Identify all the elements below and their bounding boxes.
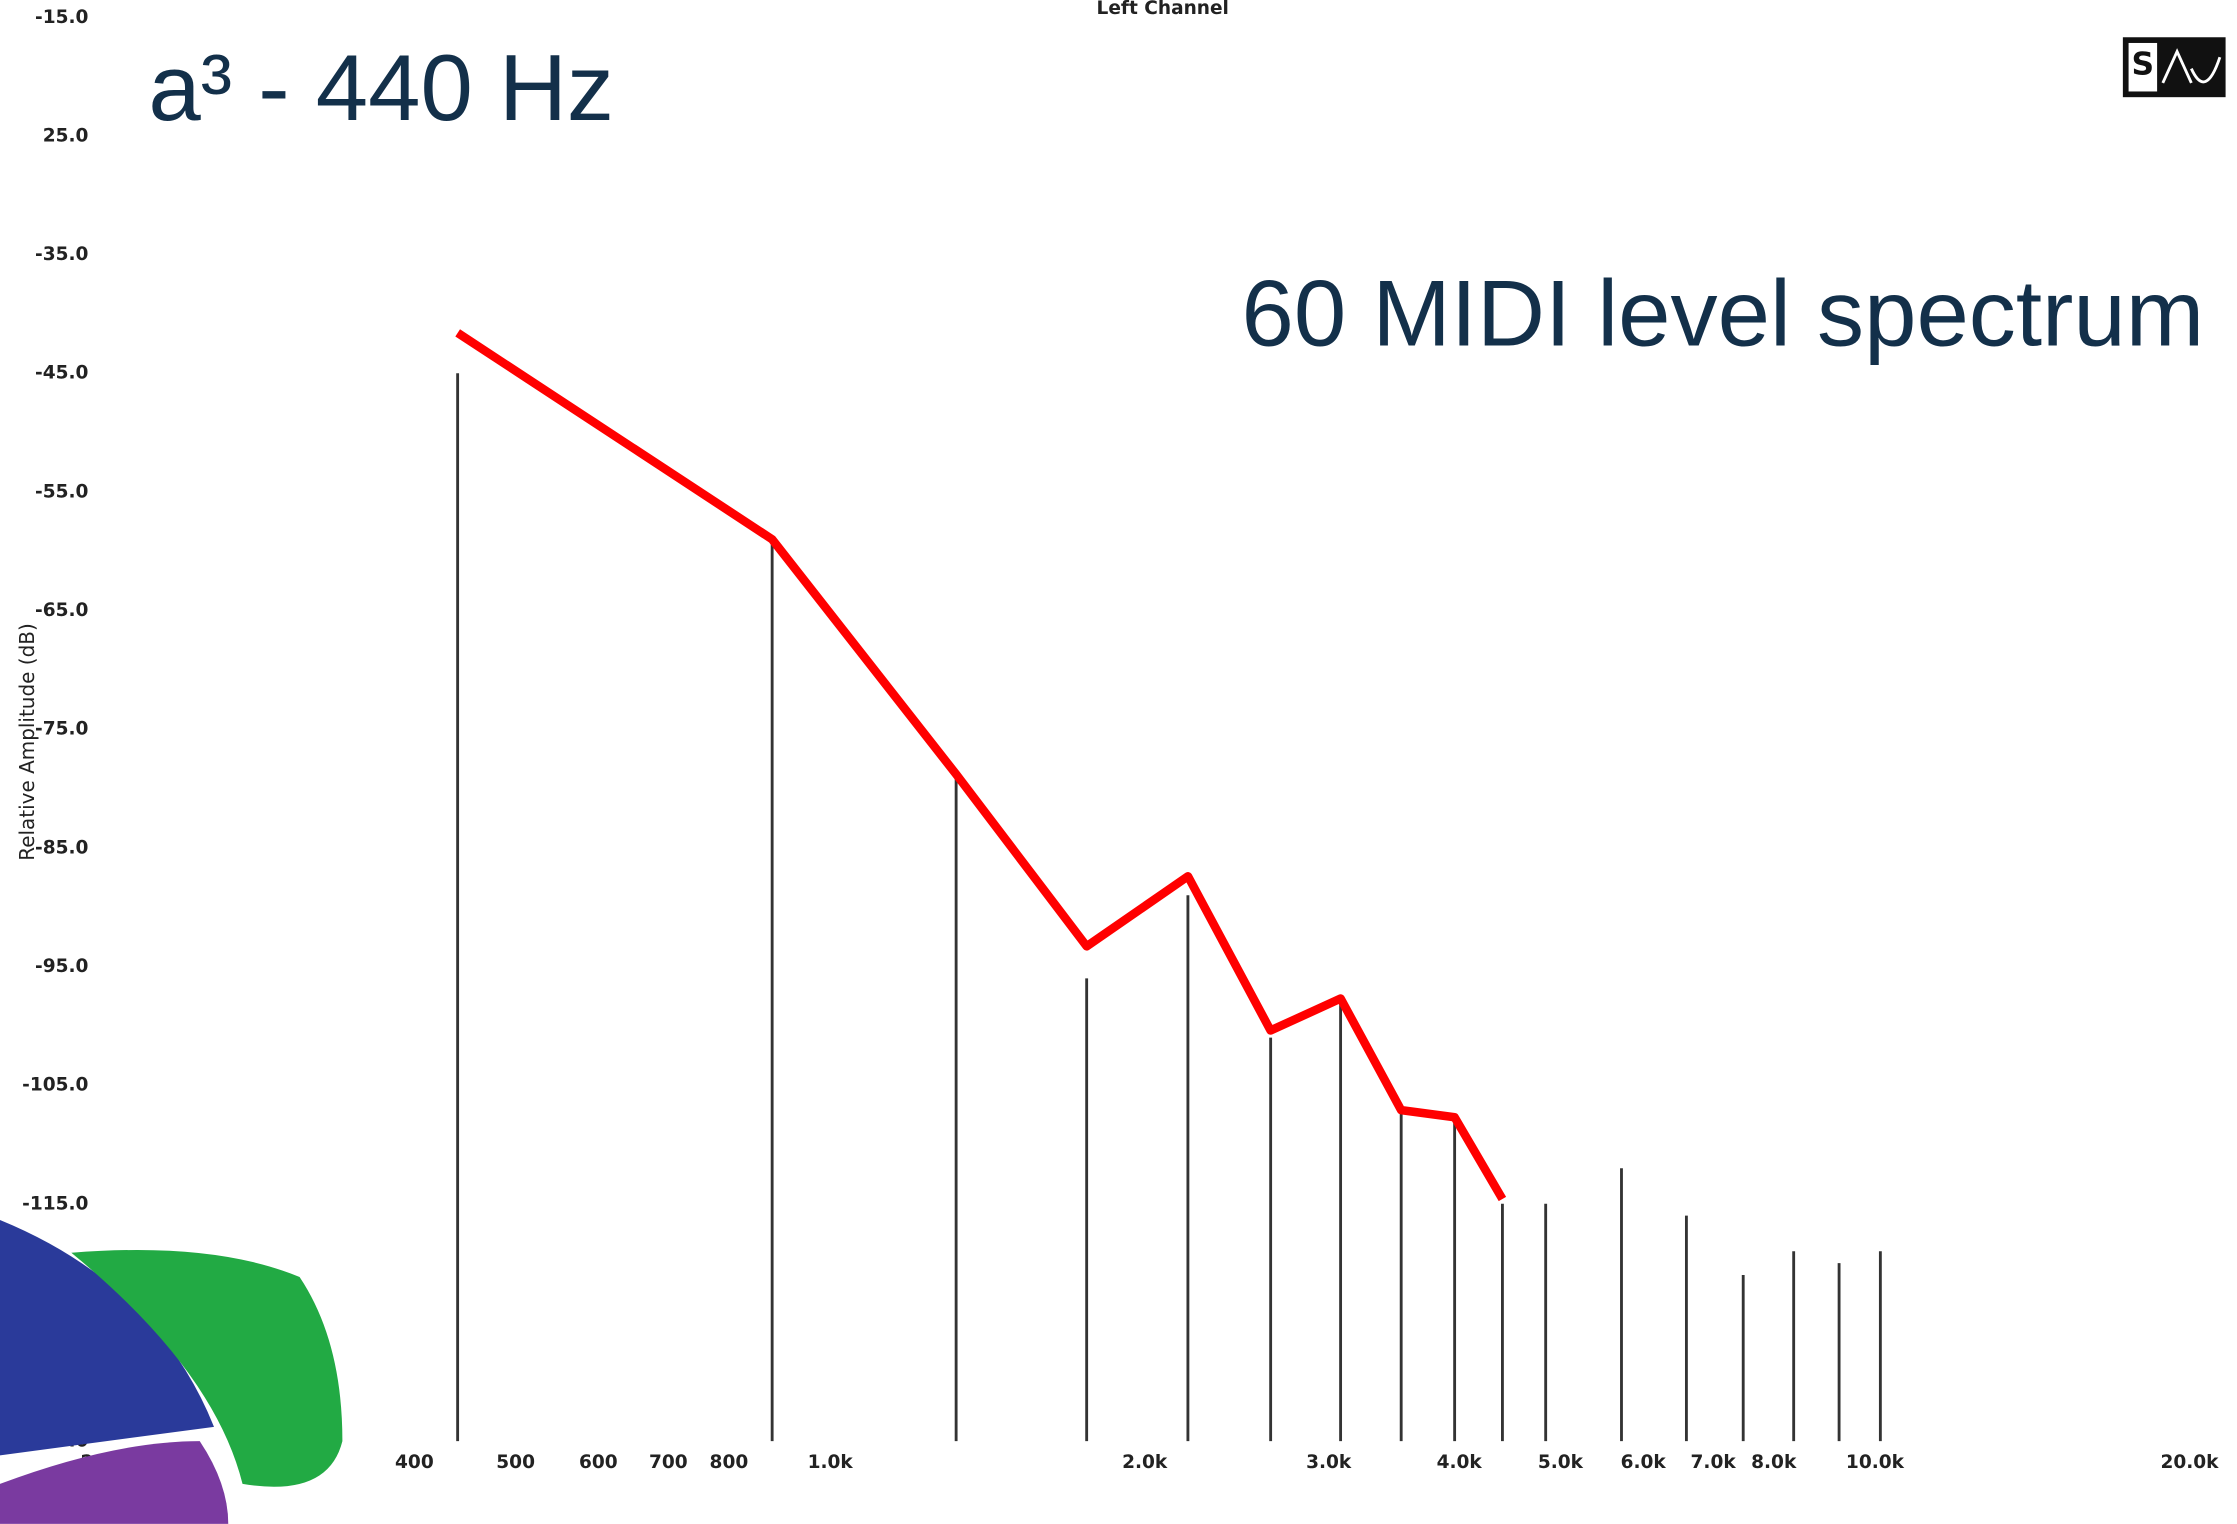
y-tick-label: 25.0 (43, 125, 89, 146)
x-tick-label: 3.0k (1306, 1452, 1352, 1473)
x-tick-label: 7.0k (1691, 1452, 1737, 1473)
y-tick-label: -65.0 (35, 600, 88, 621)
y-tick-label: -55.0 (35, 481, 88, 502)
y-tick-label: -105.0 (22, 1075, 88, 1096)
logo-purple (0, 1441, 229, 1524)
logo-green (71, 1250, 343, 1487)
brand-logo: S (2122, 37, 2226, 98)
y-tick-label: -75.0 (35, 719, 88, 740)
chart-title: Left Channel (1097, 0, 1229, 19)
envelope-line (455, 329, 1507, 1202)
x-tick-label: 400 (395, 1452, 434, 1473)
logo-blue (0, 1219, 214, 1456)
x-tick-label: 6.0k (1621, 1452, 1667, 1473)
y-axis-label: Relative Amplitude (dB) (15, 623, 39, 861)
x-tick-label: 1.0k (808, 1452, 854, 1473)
x-tick-label: 10.0k (1846, 1452, 1905, 1473)
svg-text:S: S (2132, 46, 2155, 82)
note-pitch: a³ - 440 Hz (148, 35, 614, 140)
y-tick-label: -35.0 (35, 244, 88, 265)
x-tick-label: 8.0k (1751, 1452, 1797, 1473)
corner-logo (0, 1219, 343, 1524)
note-level: 60 MIDI level spectrum (1242, 260, 2205, 365)
x-tick-label: 5.0k (1538, 1452, 1584, 1473)
x-tick-label: 800 (710, 1452, 749, 1473)
x-tick-label: 600 (579, 1452, 618, 1473)
x-tick-label: 700 (649, 1452, 688, 1473)
x-tick-label: 20.0k (2160, 1452, 2219, 1473)
y-tick-label: -95.0 (35, 956, 88, 977)
y-tick-label: -85.0 (35, 837, 88, 858)
x-tick-label: 4.0k (1437, 1452, 1483, 1473)
y-tick-label: -45.0 (35, 363, 88, 384)
y-tick-label: -115.0 (22, 1193, 88, 1214)
y-tick-label: -15.0 (35, 7, 88, 28)
x-tick-label: 2.0k (1122, 1452, 1168, 1473)
x-tick-label: 500 (496, 1452, 535, 1473)
